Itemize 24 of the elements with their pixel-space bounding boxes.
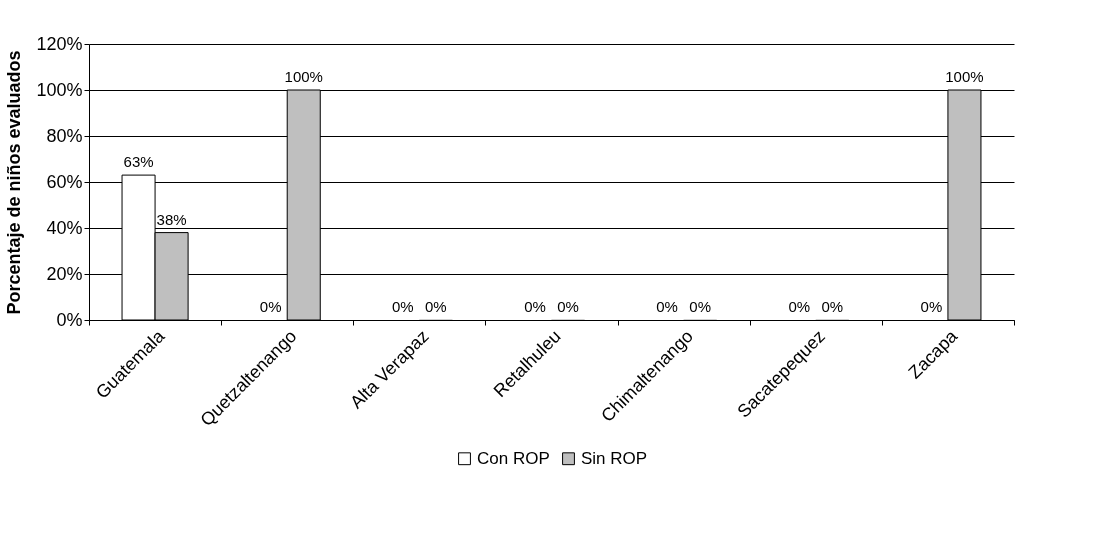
data-label: 0% — [920, 298, 943, 315]
y-tick-label: 80% — [46, 125, 83, 146]
data-label: 0% — [524, 298, 546, 315]
data-label: 100% — [945, 68, 984, 85]
data-label: 0% — [259, 298, 282, 315]
y-tick-label: 40% — [46, 217, 83, 238]
data-label: 63% — [123, 153, 154, 171]
data-label: 0% — [689, 298, 711, 315]
y-axis-title: Porcentaje de niños evaluados — [4, 50, 25, 315]
data-label: 0% — [392, 298, 414, 315]
y-tick-label: 120% — [36, 33, 83, 54]
data-label: 0% — [656, 298, 678, 315]
data-label: 0% — [425, 298, 447, 315]
data-label: 0% — [788, 298, 811, 315]
data-label: 38% — [156, 210, 187, 228]
data-label: 0% — [821, 298, 844, 315]
y-tick-label: 100% — [36, 79, 83, 100]
data-label: 100% — [284, 68, 323, 85]
y-tick-label: 60% — [46, 171, 83, 192]
legend-label: Sin ROP — [581, 448, 648, 468]
data-label: 0% — [557, 298, 579, 315]
legend-label: Con ROP — [477, 448, 550, 468]
y-tick-label: 0% — [56, 309, 83, 330]
y-tick-label: 20% — [46, 263, 83, 284]
